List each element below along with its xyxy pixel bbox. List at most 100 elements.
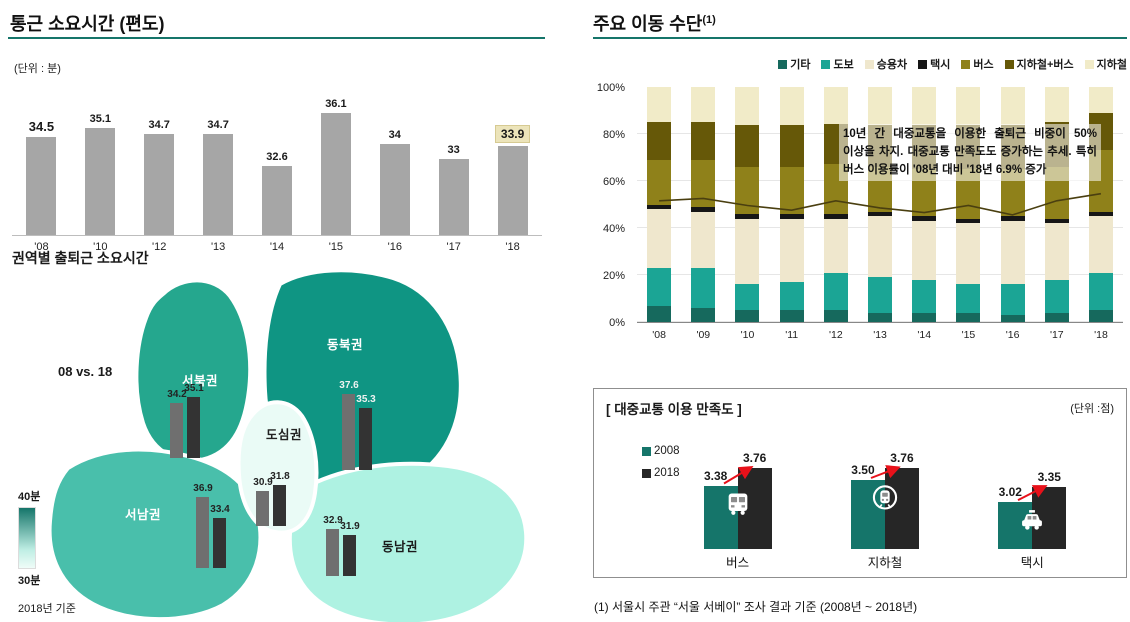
stack-segment <box>691 86 716 123</box>
stack-segment <box>823 272 848 311</box>
stacked-bar <box>647 87 672 322</box>
commute-unit-label: (단위 : 분) <box>14 63 61 75</box>
x-tick-label: '14 <box>917 329 932 341</box>
commute-bar-column: 33 '17 <box>424 84 484 253</box>
commute-bar-year: '08 <box>34 241 49 253</box>
commute-bar-column: 35.1 '10 <box>70 84 130 253</box>
commute-bar <box>379 144 410 235</box>
stacked-bar <box>823 86 848 322</box>
stack-segment <box>647 209 672 269</box>
region-seobuk <box>134 278 253 463</box>
commute-bar-value: 33 <box>447 144 460 157</box>
stack-segment <box>1044 87 1069 123</box>
commute-bar-value: 36.1 <box>325 97 347 110</box>
stacked-bar <box>1044 87 1069 322</box>
satisfaction-unit-label: (단위 :점) <box>1070 403 1114 415</box>
commute-bar-value: 34.5 <box>28 118 55 134</box>
stacked-bar <box>1088 86 1113 322</box>
stacked-bar <box>691 86 716 322</box>
commute-bar <box>85 127 116 235</box>
legend-swatch <box>642 468 651 478</box>
commute-bar-value: 32.6 <box>266 150 288 163</box>
commute-bar-column: 34.7 '12 <box>129 84 189 253</box>
gradient-bar <box>18 507 36 569</box>
stacked-bar <box>912 87 937 322</box>
bar-2008 <box>850 480 885 549</box>
stack-segment <box>1000 284 1025 315</box>
stack-segment <box>1000 216 1025 221</box>
stack-segment <box>779 86 804 125</box>
y-axis: 100% 80% 60% 40% 20% 0% <box>593 82 631 329</box>
commute-bar-column: 36.1 '15 <box>306 84 366 253</box>
region-mini-bar <box>343 534 356 576</box>
legend-min-label: 30분 <box>18 575 41 587</box>
x-tick-label: '16 <box>1005 329 1020 341</box>
stack-segment <box>868 87 893 125</box>
stack-segment <box>779 218 804 283</box>
commute-bar-year: '16 <box>387 241 402 253</box>
legend-swatch <box>961 59 971 69</box>
stack-segment <box>1000 86 1025 125</box>
seoul-map-svg <box>47 268 529 622</box>
stack-segment <box>691 211 716 268</box>
legend-item: 승용차 <box>864 56 908 72</box>
stack-segment <box>735 310 760 322</box>
legend-item: 도보 <box>821 56 854 72</box>
x-tick-label: '08 <box>652 329 666 341</box>
legend-label: 버스 <box>973 59 994 71</box>
mode-title-text: 주요 이동 수단 <box>593 14 703 34</box>
legend-item: 택시 <box>918 56 950 72</box>
region-mini-bar <box>273 485 286 526</box>
stack-segment <box>691 267 716 308</box>
legend-label: 승용차 <box>876 59 908 71</box>
footnote: (1) 서울시 주관 “서울 서베이” 조사 결과 기준 (2008년 ~ 20… <box>594 600 918 614</box>
stack-segment <box>912 216 937 221</box>
commute-bar-column: 33.9 '18 <box>483 84 543 253</box>
legend-item: 버스 <box>961 56 994 72</box>
legend-item: 지하철 <box>1084 56 1127 72</box>
category-label: 택시 <box>1020 556 1044 570</box>
legend-swatch <box>642 446 651 456</box>
region-mini-bar-value: 34.2 <box>167 388 187 400</box>
commute-bar <box>438 159 469 235</box>
mode-title-superscript: (1) <box>702 14 716 26</box>
region-mini-bar-value: 35.1 <box>184 383 204 395</box>
commute-bar <box>320 112 351 235</box>
stack-segment <box>647 268 672 306</box>
stack-segment <box>956 223 981 285</box>
legend-label: 지하철+버스 <box>1016 59 1074 71</box>
commute-bar-value: 34.7 <box>207 118 229 131</box>
value-2008: 3.38 <box>703 468 728 483</box>
x-axis-labels: '08 '09 '10 '11 '12 '13 '14 '15 '16 '17 '18 <box>637 329 1123 341</box>
stack-segment <box>912 87 937 125</box>
stack-segment <box>823 213 848 219</box>
commute-bar <box>203 133 234 235</box>
stack-segment <box>735 124 760 167</box>
stack-segment <box>647 87 672 123</box>
stacked-bar <box>779 86 804 322</box>
x-tick-label: '15 <box>961 329 976 341</box>
satisfaction-groups: 3.38 3.76 버스 3.50 3.76 지하철 3.02 3.35 택시 <box>664 399 1106 571</box>
legend-item: 기타 <box>778 56 810 72</box>
stack-segment <box>912 279 937 313</box>
stack-segment <box>1088 86 1113 113</box>
value-2018: 3.35 <box>1037 469 1061 484</box>
stack-segment <box>1000 220 1025 285</box>
region-mini-bar <box>196 496 209 568</box>
stack-segment <box>691 159 716 207</box>
stack-segment <box>779 282 804 311</box>
stack-segment <box>647 122 672 160</box>
stack-segment <box>647 159 672 205</box>
stack-segment <box>647 305 672 322</box>
bus-icon <box>724 490 752 518</box>
region-mini-bar <box>326 528 339 576</box>
region-name: 동남권 <box>381 540 419 554</box>
stack-segment <box>912 220 937 280</box>
value-2008: 3.50 <box>851 463 875 477</box>
commute-bar <box>144 133 175 235</box>
legend-swatch <box>864 59 874 69</box>
commute-bar-year: '18 <box>505 241 520 253</box>
stack-segment <box>735 218 760 285</box>
legend-item: 2008 <box>642 445 680 457</box>
stack-segment <box>1088 272 1113 311</box>
